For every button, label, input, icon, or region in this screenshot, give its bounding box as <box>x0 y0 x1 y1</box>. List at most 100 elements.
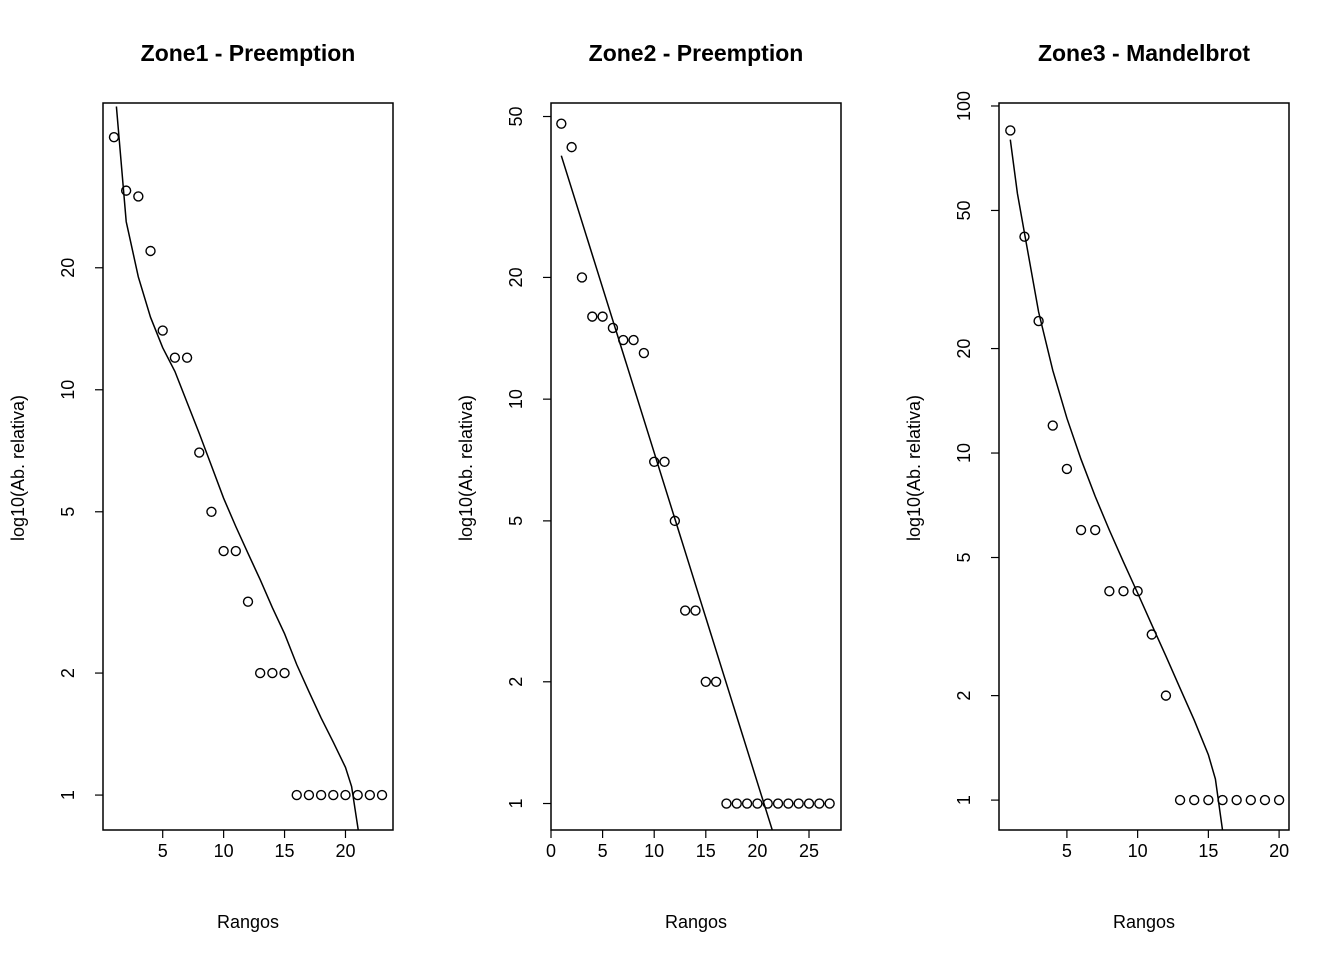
x-tick-label: 5 <box>598 841 608 861</box>
y-tick-label: 5 <box>954 553 974 563</box>
y-tick-label: 10 <box>506 389 526 409</box>
data-point <box>108 131 120 143</box>
data-point <box>376 789 388 801</box>
data-point <box>659 456 670 467</box>
data-point <box>741 798 753 809</box>
data-point <box>242 596 254 607</box>
x-tick-label: 25 <box>799 841 819 861</box>
chart-title: Zone3 - Mandelbrot <box>1038 40 1250 66</box>
data-point <box>814 798 825 809</box>
data-point <box>206 506 217 517</box>
x-tick-label: 20 <box>747 841 767 861</box>
data-point <box>303 789 315 801</box>
y-tick-label: 20 <box>506 267 526 287</box>
data-point <box>618 334 629 346</box>
data-point <box>597 311 608 322</box>
plot-area: 5 10 15 20 1 2 5 10 20 50 100 <box>954 91 1290 861</box>
data-point <box>1217 794 1228 806</box>
x-tick-label: 15 <box>696 841 716 861</box>
data-point <box>1104 585 1115 597</box>
data-point <box>793 798 804 809</box>
data-point <box>607 322 619 334</box>
data-point <box>1075 524 1087 536</box>
x-axis-label: Rangos <box>1113 912 1175 932</box>
data-point <box>638 347 650 359</box>
data-point <box>1061 463 1073 475</box>
x-tick-label: 5 <box>1062 841 1072 861</box>
y-tick-label: 50 <box>506 106 526 126</box>
data-point <box>649 456 660 467</box>
y-axis-label: log10(Ab. relativa) <box>904 395 924 541</box>
y-tick-label: 2 <box>506 677 526 687</box>
x-tick-label: 20 <box>335 841 355 861</box>
y-axis-label: log10(Ab. relativa) <box>8 395 28 541</box>
y-tick-label: 1 <box>506 799 526 809</box>
data-point <box>279 667 290 679</box>
y-tick-label: 2 <box>954 691 974 701</box>
fitted-curve <box>560 155 774 830</box>
data-point <box>352 789 363 801</box>
data-point <box>783 798 794 809</box>
x-tick-label: 10 <box>644 841 664 861</box>
data-point <box>566 141 577 153</box>
data-point <box>157 325 168 336</box>
data-point <box>628 334 639 346</box>
y-tick-label: 5 <box>58 507 78 517</box>
data-point <box>194 447 205 458</box>
data-point <box>1005 125 1016 136</box>
data-point <box>690 605 701 616</box>
data-point <box>181 352 193 363</box>
data-point <box>731 798 742 809</box>
data-point <box>218 545 229 557</box>
y-tick-label: 50 <box>954 200 974 220</box>
x-axis-label: Rangos <box>217 912 279 932</box>
data-point <box>291 789 302 801</box>
x-tick-label: 5 <box>158 841 168 861</box>
y-tick-label: 5 <box>506 516 526 526</box>
data-point <box>340 789 351 801</box>
data-point <box>1019 231 1030 242</box>
data-point <box>556 118 567 129</box>
data-point <box>824 798 835 809</box>
data-point <box>803 798 815 809</box>
y-tick-label: 10 <box>954 443 974 463</box>
data-point <box>1203 794 1214 806</box>
data-point <box>1089 524 1101 536</box>
data-point <box>1132 585 1143 597</box>
data-point <box>1160 690 1172 701</box>
data-point <box>254 667 266 679</box>
x-tick-label: 10 <box>1128 841 1148 861</box>
y-axis-label: log10(Ab. relativa) <box>456 395 476 541</box>
y-tick-label: 20 <box>58 258 78 278</box>
y-tick-label: 1 <box>58 790 78 800</box>
y-tick-label: 10 <box>58 380 78 400</box>
data-point <box>1231 794 1242 806</box>
data-point <box>1245 794 1257 806</box>
fitted-curve <box>115 106 360 830</box>
data-point <box>1174 794 1186 806</box>
data-point <box>1273 794 1285 806</box>
plot-frame <box>998 102 1290 831</box>
x-tick-label: 10 <box>214 841 234 861</box>
data-point <box>1259 794 1271 806</box>
x-tick-label: 15 <box>1198 841 1218 861</box>
data-point <box>772 798 784 809</box>
data-point <box>700 676 712 687</box>
plot-area: 5 10 15 20 1 2 5 10 20 <box>58 102 394 861</box>
data-point <box>230 545 242 557</box>
data-point <box>669 515 681 527</box>
data-point <box>1189 794 1200 806</box>
y-tick-label: 20 <box>954 339 974 359</box>
x-axis-label: Rangos <box>665 912 727 932</box>
panel-zone3: Zone3 - Mandelbrot Rangos log10(Ab. rela… <box>904 40 1250 932</box>
y-tick-label: 2 <box>58 668 78 678</box>
data-point <box>1146 629 1157 640</box>
chart-title: Zone1 - Preemption <box>141 40 356 66</box>
data-point <box>267 667 278 679</box>
plot-frame <box>102 102 394 831</box>
data-point <box>710 676 722 687</box>
panel-zone1: Zone1 - Preemption Rangos log10(Ab. rela… <box>8 40 355 932</box>
panel-zone2: Zone2 - Preemption Rangos log10(Ab. rela… <box>456 40 803 932</box>
